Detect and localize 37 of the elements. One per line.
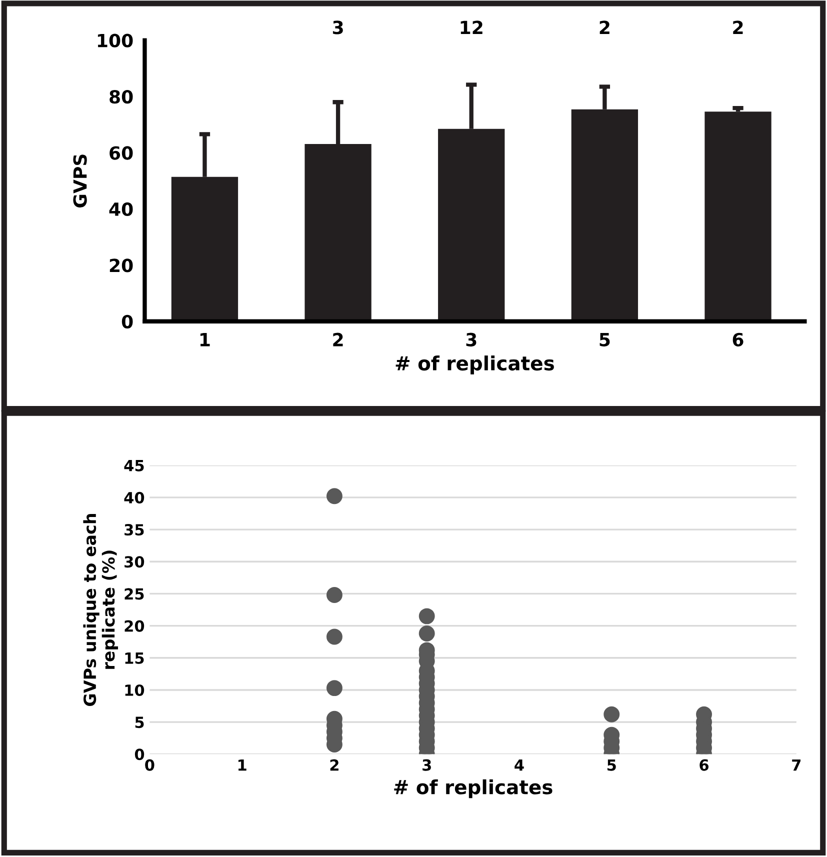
y-axis-title: GVPS: [73, 154, 87, 208]
y-tick-label: 40: [124, 492, 144, 504]
y-tick-label: 80: [110, 90, 133, 104]
y-tick-label: 25: [124, 588, 144, 600]
text: 2: [733, 20, 743, 34]
x-tick-label: 1: [200, 333, 210, 346]
x-tick-label: 4: [514, 759, 524, 771]
y-tick-label: 40: [109, 202, 133, 216]
y-tick-label: 0: [134, 748, 144, 760]
y-tick-label: 45: [124, 460, 144, 472]
y-tick-label: 100: [98, 34, 133, 48]
y-tick-label: 20: [124, 620, 144, 632]
x-tick-label: 5: [600, 333, 610, 346]
x-tick-label: 3: [466, 332, 476, 346]
x-tick-label: 2: [330, 759, 338, 771]
y-tick-label: 5: [135, 716, 144, 728]
y-tick-label: 0: [122, 314, 133, 328]
x-tick-label: 3: [422, 759, 431, 771]
x-tick-label: 7: [792, 759, 800, 771]
x-tick-label: 6: [700, 759, 709, 771]
x-tick-label: 2: [333, 332, 343, 346]
y-tick-label: 10: [125, 684, 144, 696]
y-tick-label: 20: [110, 258, 133, 272]
y-tick-label: 35: [124, 524, 144, 536]
text: 12: [460, 20, 482, 34]
y-tick-label: 30: [124, 556, 144, 568]
y-axis-title: GVPs unique to each replicate (%): [83, 514, 118, 706]
y-tick-label: 60: [110, 146, 133, 160]
x-tick-label: 0: [145, 759, 154, 771]
x-axis-title: # of replicates: [396, 356, 554, 374]
text: 3: [332, 20, 343, 34]
text: 2: [600, 20, 610, 34]
x-tick-label: 6: [732, 332, 744, 346]
x-axis-title: # of replicates: [394, 779, 552, 798]
y-tick-label: 15: [125, 652, 144, 664]
x-tick-label: 5: [607, 759, 616, 771]
x-tick-label: 1: [238, 759, 246, 771]
